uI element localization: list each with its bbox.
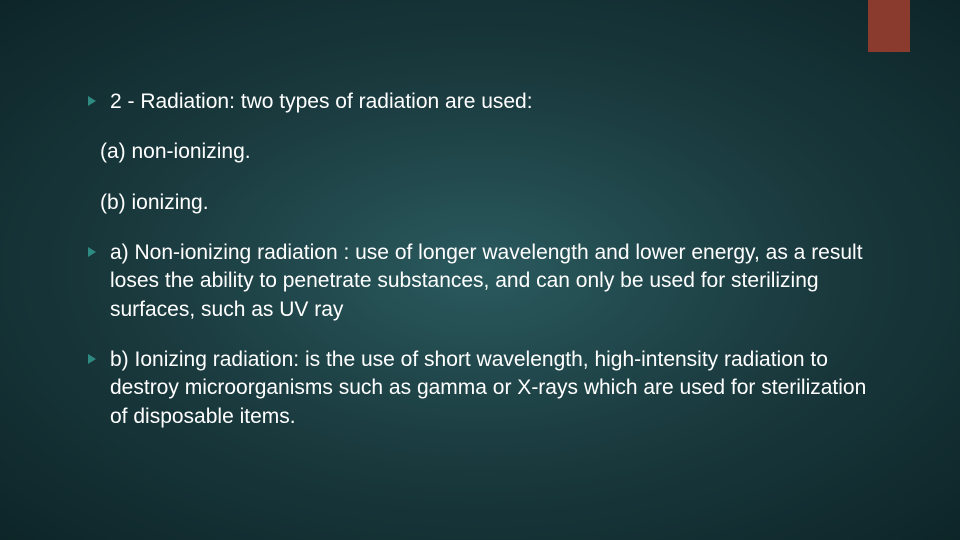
list-item-text: 2 - Radiation: two types of radiation ar… bbox=[110, 88, 533, 116]
arrow-bullet-icon bbox=[86, 353, 98, 365]
list-item: 2 - Radiation: two types of radiation ar… bbox=[86, 88, 880, 116]
list-item-text: (b) ionizing. bbox=[100, 189, 880, 217]
slide-content: 2 - Radiation: two types of radiation ar… bbox=[86, 88, 880, 453]
list-item-text: b) Ionizing radiation: is the use of sho… bbox=[110, 346, 880, 431]
list-item-text: (a) non-ionizing. bbox=[100, 138, 880, 166]
list-item: a) Non-ionizing radiation : use of longe… bbox=[86, 239, 880, 324]
arrow-bullet-icon bbox=[86, 246, 98, 258]
accent-bar bbox=[868, 0, 910, 52]
list-item: b) Ionizing radiation: is the use of sho… bbox=[86, 346, 880, 431]
list-item-text: a) Non-ionizing radiation : use of longe… bbox=[110, 239, 880, 324]
arrow-bullet-icon bbox=[86, 95, 98, 107]
